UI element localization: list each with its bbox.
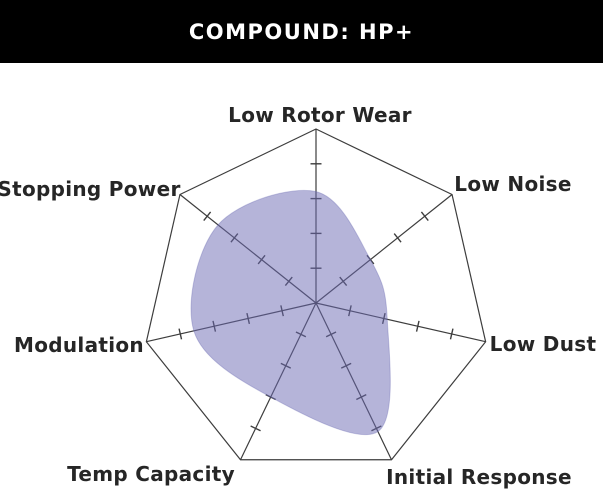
grid-outline [145, 128, 487, 461]
axis-label-low-noise: Low Noise [454, 172, 572, 196]
axis-tick [178, 328, 183, 340]
axis-tick [449, 328, 454, 340]
compound-title: COMPOUND: HP+ [188, 19, 415, 44]
axis-tick [250, 425, 261, 432]
axis-tick [415, 320, 420, 332]
axis-label-modulation: Modulation [14, 333, 144, 357]
axis-label-temp-capacity: Temp Capacity [67, 462, 235, 486]
axis-label-initial-response: Initial Response [386, 465, 572, 489]
axis-tick [420, 211, 429, 221]
axis-label-low-rotor-wear: Low Rotor Wear [228, 103, 412, 127]
axis-label-low-dust: Low Dust [489, 332, 597, 356]
axis-tick [393, 233, 402, 243]
data-series-shape [190, 190, 391, 436]
axis-label-stopping-power: Stopping Power [0, 177, 181, 201]
axis-tick [203, 211, 212, 221]
header-bar: COMPOUND: HP+ [0, 0, 603, 63]
